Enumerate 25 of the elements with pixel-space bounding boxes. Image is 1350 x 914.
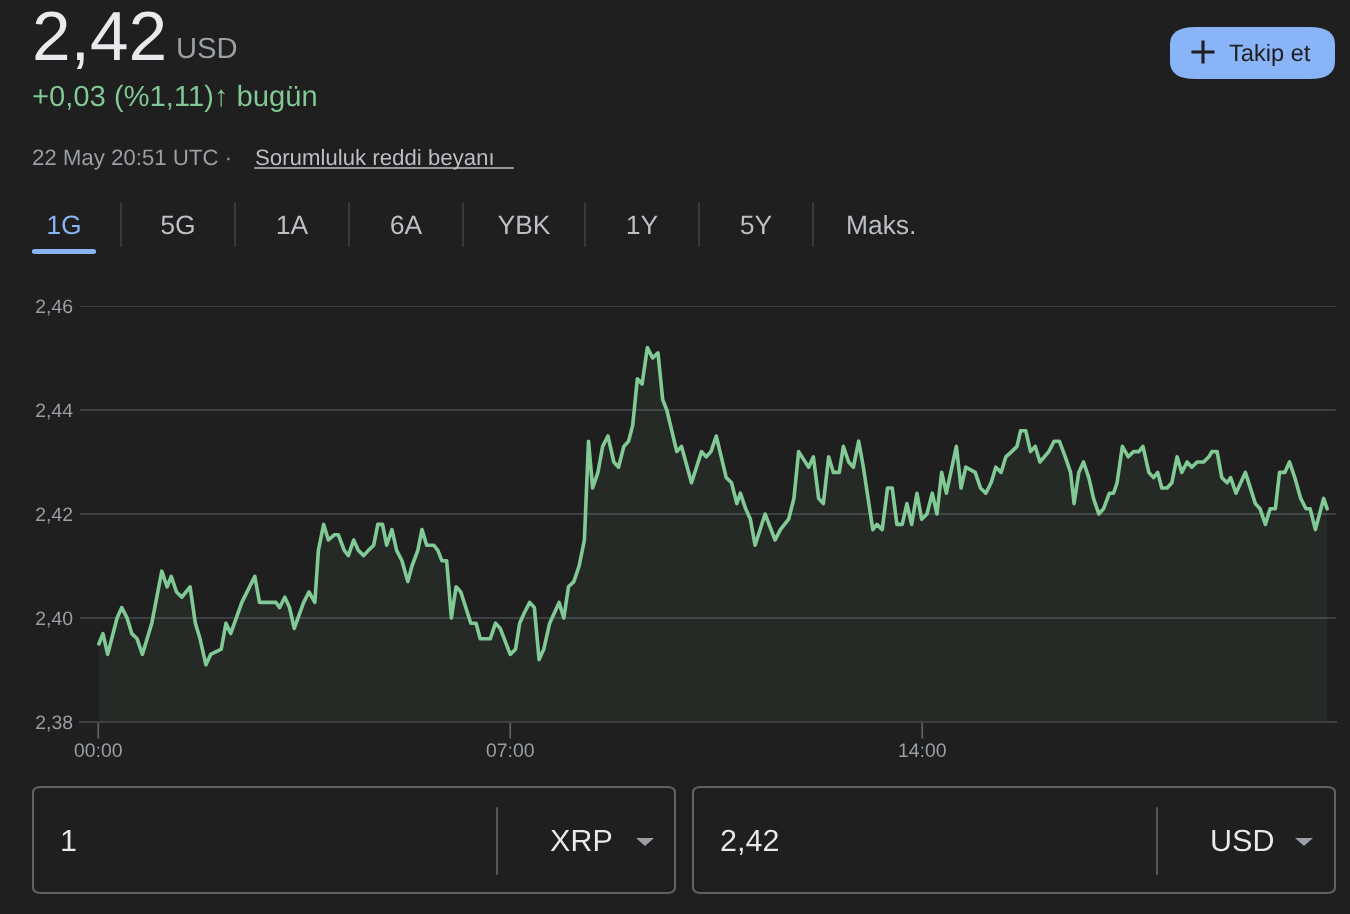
text: 5G	[161, 215, 194, 235]
x-tick-label: 00:00	[74, 743, 122, 758]
y-tick-label: 2,42	[36, 507, 73, 524]
text: 1Y	[627, 215, 658, 234]
text: 5Y	[740, 215, 772, 235]
text: 1G	[48, 215, 80, 235]
y-tick-label: 2,40	[36, 611, 73, 628]
x-tick-label: 07:00	[486, 743, 534, 758]
text: XRP	[550, 829, 612, 851]
text: 1A	[277, 215, 309, 234]
text: 22 May 20:51 UTC ·	[33, 149, 230, 170]
text: USD	[1212, 829, 1274, 852]
text: 6A	[391, 215, 423, 235]
text: 2,42	[721, 829, 778, 855]
text: +0,03 (%1,11)↑ bugün	[33, 84, 316, 113]
text: Maks.	[848, 214, 914, 235]
text: Takip et	[1229, 43, 1311, 66]
y-tick-label: 2,44	[36, 403, 73, 420]
x-tick-label: 14:00	[899, 743, 946, 758]
text: YBK	[498, 215, 551, 234]
y-tick-label: 2,38	[36, 715, 73, 732]
y-tick-label: 2,46	[36, 299, 73, 316]
text: 1	[62, 829, 76, 851]
text: USD	[178, 37, 237, 59]
text: Sorumluluk reddi beyanı	[256, 148, 493, 170]
